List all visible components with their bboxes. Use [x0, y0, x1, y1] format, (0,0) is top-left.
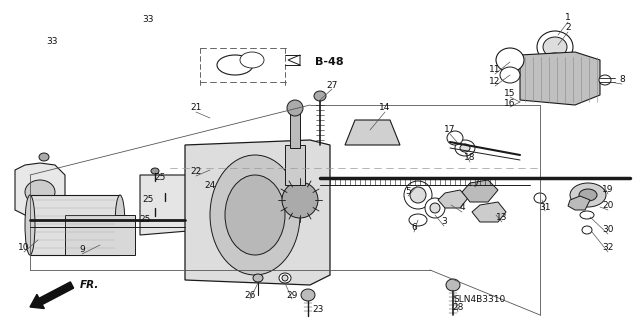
Ellipse shape — [301, 289, 315, 301]
FancyArrow shape — [30, 282, 74, 308]
Polygon shape — [462, 180, 498, 202]
Text: 14: 14 — [380, 103, 390, 113]
Text: 18: 18 — [464, 153, 476, 162]
Ellipse shape — [460, 144, 470, 152]
Ellipse shape — [537, 31, 573, 63]
Ellipse shape — [425, 198, 445, 218]
Ellipse shape — [39, 153, 49, 161]
Ellipse shape — [225, 175, 285, 255]
Text: 30: 30 — [602, 226, 614, 234]
Ellipse shape — [253, 274, 263, 282]
Polygon shape — [185, 140, 330, 285]
Text: 23: 23 — [312, 306, 324, 315]
Text: 31: 31 — [540, 203, 551, 211]
Text: 8: 8 — [619, 76, 625, 85]
Text: 33: 33 — [142, 16, 154, 25]
Text: 33: 33 — [46, 38, 58, 47]
Text: 13: 13 — [496, 213, 508, 222]
Ellipse shape — [240, 52, 264, 68]
Ellipse shape — [534, 193, 546, 203]
Ellipse shape — [430, 203, 440, 213]
Text: 2: 2 — [565, 24, 571, 33]
Ellipse shape — [496, 48, 524, 72]
Text: 4: 4 — [459, 204, 465, 212]
Text: 29: 29 — [286, 291, 298, 300]
Polygon shape — [438, 190, 468, 208]
Ellipse shape — [115, 195, 125, 255]
Text: 7: 7 — [473, 179, 479, 188]
Text: 25: 25 — [140, 216, 150, 225]
Ellipse shape — [314, 91, 326, 101]
Polygon shape — [140, 175, 200, 235]
Ellipse shape — [446, 279, 460, 291]
Ellipse shape — [161, 188, 169, 194]
Text: B-48: B-48 — [315, 57, 344, 67]
Ellipse shape — [282, 275, 288, 281]
Text: 22: 22 — [190, 167, 202, 176]
Ellipse shape — [282, 182, 318, 218]
Ellipse shape — [25, 195, 35, 255]
Bar — [285, 145, 305, 185]
Ellipse shape — [455, 140, 475, 156]
Polygon shape — [345, 120, 400, 145]
Text: 24: 24 — [204, 181, 216, 189]
Ellipse shape — [25, 180, 55, 204]
Text: 15: 15 — [504, 88, 516, 98]
Polygon shape — [15, 163, 65, 215]
Polygon shape — [568, 196, 590, 210]
Ellipse shape — [151, 168, 159, 174]
Text: 19: 19 — [602, 186, 614, 195]
Ellipse shape — [279, 273, 291, 283]
Ellipse shape — [543, 37, 567, 57]
Ellipse shape — [447, 131, 463, 145]
Text: 28: 28 — [452, 303, 464, 313]
Ellipse shape — [217, 55, 253, 75]
Text: 9: 9 — [79, 246, 85, 255]
Ellipse shape — [579, 189, 597, 201]
Text: 20: 20 — [602, 202, 614, 211]
Text: 26: 26 — [244, 291, 256, 300]
Text: 3: 3 — [441, 218, 447, 226]
Text: 5: 5 — [405, 188, 411, 197]
Bar — [65, 215, 135, 255]
Ellipse shape — [287, 100, 303, 116]
Text: FR.: FR. — [80, 280, 99, 290]
Ellipse shape — [210, 155, 300, 275]
Text: 17: 17 — [444, 125, 456, 135]
Polygon shape — [288, 55, 300, 65]
Bar — [30, 195, 120, 255]
Ellipse shape — [410, 187, 426, 203]
Text: 25: 25 — [154, 174, 166, 182]
Ellipse shape — [409, 214, 427, 226]
Ellipse shape — [541, 53, 569, 77]
Text: 1: 1 — [565, 13, 571, 23]
Ellipse shape — [582, 226, 592, 234]
Text: 10: 10 — [19, 243, 29, 253]
Ellipse shape — [404, 181, 432, 209]
Ellipse shape — [150, 181, 160, 189]
Ellipse shape — [151, 203, 159, 209]
Text: 21: 21 — [190, 103, 202, 113]
Ellipse shape — [160, 201, 170, 209]
Text: 27: 27 — [326, 80, 338, 90]
Text: 25: 25 — [142, 196, 154, 204]
Text: 16: 16 — [504, 99, 516, 108]
Ellipse shape — [500, 67, 520, 83]
Text: 11: 11 — [489, 65, 500, 75]
Ellipse shape — [570, 183, 606, 207]
Text: 12: 12 — [490, 78, 500, 86]
Text: 6: 6 — [411, 224, 417, 233]
Text: SLN4B3310: SLN4B3310 — [454, 295, 506, 305]
Ellipse shape — [580, 211, 594, 219]
Ellipse shape — [150, 216, 160, 224]
Ellipse shape — [39, 224, 49, 232]
Polygon shape — [472, 202, 506, 222]
Bar — [290, 108, 300, 148]
Text: 32: 32 — [602, 243, 614, 253]
Polygon shape — [520, 52, 600, 105]
Ellipse shape — [599, 75, 611, 85]
